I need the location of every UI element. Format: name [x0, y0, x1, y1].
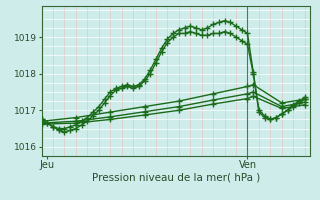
- X-axis label: Pression niveau de la mer( hPa ): Pression niveau de la mer( hPa ): [92, 173, 260, 183]
